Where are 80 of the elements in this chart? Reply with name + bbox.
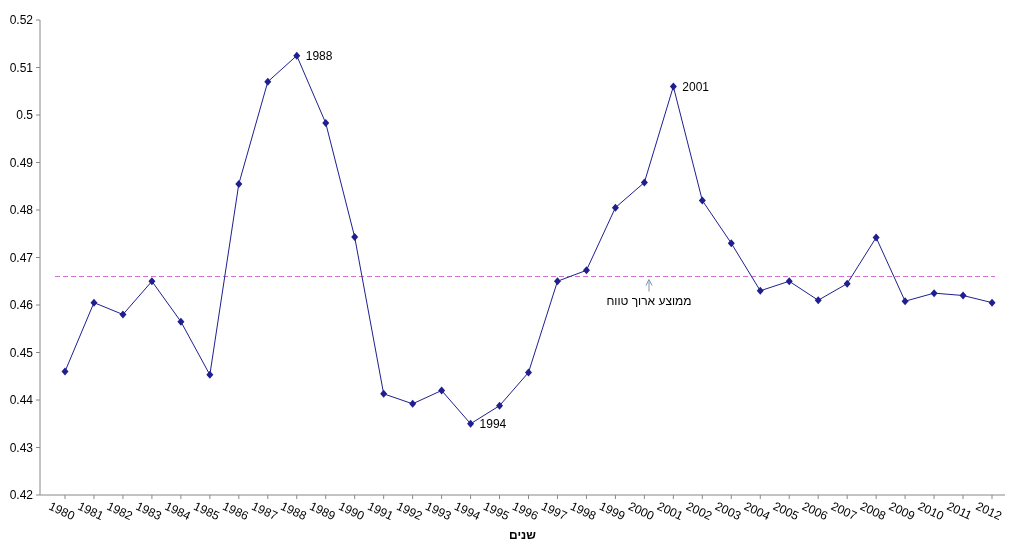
point: [293, 51, 301, 60]
x-tick-label: 2007: [828, 499, 860, 524]
point: [959, 291, 967, 300]
y-tick-label: 0.5: [16, 108, 34, 122]
point: [553, 277, 561, 286]
point: [727, 239, 735, 248]
x-tick-label: 2011: [944, 499, 975, 523]
x-tick-label: 1990: [336, 499, 367, 524]
point: [467, 419, 475, 428]
x-tick-label: 2009: [886, 499, 918, 524]
point: [669, 82, 677, 91]
point: [582, 266, 590, 275]
y-tick-label: 0.45: [9, 345, 34, 360]
y-tick-label: 0.42: [9, 488, 34, 502]
point: [843, 279, 851, 288]
ref-line-label: ממוצע ארוך טווח: [606, 293, 692, 308]
x-tick-label: 1992: [394, 499, 425, 524]
x-tick-label: 1999: [597, 499, 628, 524]
x-axis-title: שנים: [509, 528, 537, 542]
point: [611, 203, 619, 212]
x-tick-label: 2012: [973, 499, 1005, 524]
x-tick-label: 2003: [713, 499, 744, 524]
y-tick-label: 0.46: [9, 298, 34, 312]
x-tick-label: 1994: [452, 499, 483, 524]
point: [698, 196, 706, 205]
point: [90, 298, 98, 307]
point: [351, 233, 359, 242]
x-tick-label: 1980: [46, 499, 78, 524]
point: [322, 119, 330, 128]
x-tick-label: 1998: [568, 499, 599, 524]
x-tick-label: 2001: [655, 499, 686, 524]
point: [988, 298, 996, 307]
x-tick-label: 2008: [857, 499, 889, 524]
point: [496, 401, 504, 410]
annotation: 1988: [305, 48, 333, 63]
x-tick-label: 2004: [741, 499, 773, 524]
point: [61, 367, 69, 376]
point: [119, 310, 127, 319]
x-tick-label: 1991: [365, 499, 396, 524]
y-tick-label: 0.52: [9, 13, 34, 27]
x-tick-label: 1981: [75, 499, 107, 524]
y-tick-label: 0.47: [9, 250, 34, 265]
point: [640, 178, 648, 187]
point: [901, 297, 909, 306]
x-tick-label: 1993: [423, 499, 454, 524]
x-tick-label: 1997: [539, 499, 570, 524]
x-tick-label: 1995: [481, 499, 512, 524]
x-tick-label: 1989: [307, 499, 338, 524]
point: [235, 179, 243, 188]
x-tick-label: 2010: [915, 499, 947, 524]
y-tick-label: 0.48: [9, 203, 34, 217]
y-tick-label: 0.43: [9, 440, 34, 455]
point: [872, 233, 880, 242]
x-tick-label: 1984: [162, 499, 194, 524]
x-tick-label: 2005: [770, 499, 802, 524]
point: [409, 399, 417, 408]
point: [814, 296, 822, 305]
point: [264, 77, 272, 86]
annotation: 1994: [479, 416, 507, 431]
x-tick-label: 2002: [684, 499, 715, 524]
point: [756, 286, 764, 295]
point: [206, 370, 214, 379]
point: [177, 317, 185, 326]
y-tick-label: 0.51: [9, 60, 34, 75]
x-tick-label: 2000: [626, 499, 657, 524]
point: [525, 368, 532, 377]
y-tick-label: 0.49: [9, 155, 34, 170]
point: [148, 277, 156, 286]
x-tick-label: 1983: [133, 499, 165, 524]
point: [785, 277, 793, 286]
x-tick-label: 1982: [104, 499, 136, 524]
annotation: 2001: [682, 79, 710, 94]
x-tick-label: 1987: [249, 499, 280, 524]
x-tick-label: 1996: [510, 499, 541, 524]
x-tick-label: 2006: [799, 499, 831, 524]
y-tick-label: 0.44: [9, 393, 34, 407]
point: [380, 389, 388, 398]
x-tick-label: 1986: [220, 499, 251, 524]
x-tick-label: 1985: [191, 499, 222, 524]
x-tick-label: 1988: [278, 499, 309, 524]
